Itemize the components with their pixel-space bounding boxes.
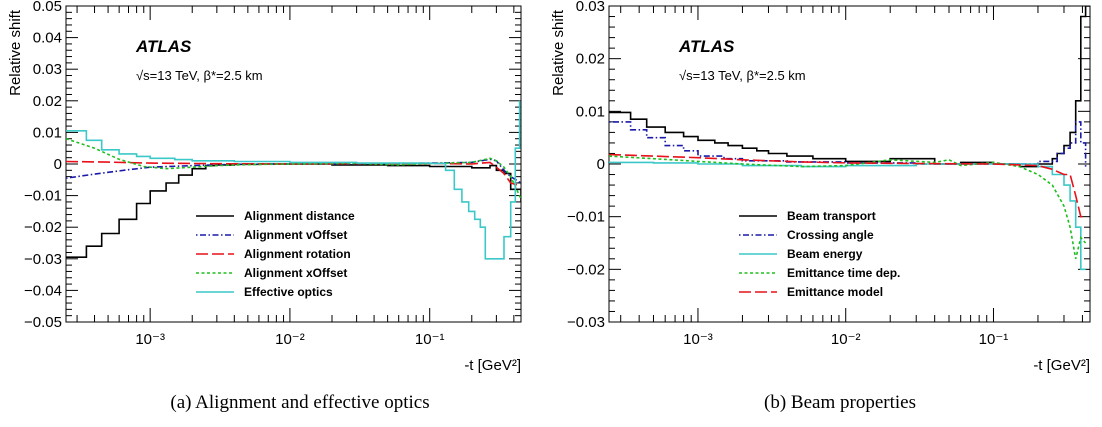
atlas-label: ATLAS <box>135 37 192 56</box>
y-tick-label: 0 <box>597 156 605 173</box>
x-tick-label: 10⁻³ <box>683 331 713 348</box>
legend-entry: Beam energy <box>787 247 863 261</box>
series-line-effective-optics <box>66 100 521 260</box>
x-axis-label: -t [GeV²] <box>464 357 521 374</box>
x-tick-label: 10⁻¹ <box>979 331 1009 348</box>
caption-a: (a) Alignment and effective optics <box>170 392 430 413</box>
legend: Beam transport Crossing angle Beam energy E… <box>739 209 900 299</box>
y-tick-label: 0.04 <box>33 30 62 47</box>
y-tick-label: −0.01 <box>567 209 605 226</box>
y-tick-label: 0.01 <box>33 124 62 141</box>
energy-label: √s=13 TeV, β*=2.5 km <box>679 68 806 83</box>
series-group <box>609 6 1090 271</box>
x-tick-label: 10⁻² <box>275 331 305 348</box>
series-line-alignment-voffset <box>66 158 521 184</box>
series-line-alignment-xoffset <box>66 137 521 200</box>
y-axis-label: Relative shift <box>7 9 24 96</box>
caption-b: (b) Beam properties <box>764 392 916 413</box>
x-tick-label: 10⁻³ <box>135 331 165 348</box>
y-tick-label: −0.05 <box>24 314 62 331</box>
series-line-crossing-angle <box>609 121 1087 167</box>
series-line-alignment-rotation <box>66 160 521 187</box>
atlas-label: ATLAS <box>678 37 735 56</box>
legend-entry: Beam transport <box>787 209 876 223</box>
y-axis-label: Relative shift <box>550 9 567 96</box>
y-tick-label: −0.03 <box>24 251 62 268</box>
chart-panel-0: −0.05 −0.04 −0.03 −0.02 −0.01 0 0.01 0.02 0.03 0.… <box>7 0 522 374</box>
legend-entry: Alignment rotation <box>244 247 351 261</box>
y-tick-label: −0.04 <box>24 282 62 299</box>
legend-entry: Alignment xOffset <box>244 266 347 280</box>
y-tick-label: 0 <box>54 156 62 173</box>
series-group <box>66 100 521 260</box>
energy-label: √s=13 TeV, β*=2.5 km <box>136 68 263 83</box>
y-tick-label: −0.03 <box>567 314 605 331</box>
y-tick-label: 0.01 <box>576 103 605 120</box>
chart-panel-1: −0.03 −0.02 −0.01 0 0.01 0.02 0.03 10⁻³ 10⁻² 10⁻¹… <box>550 0 1091 374</box>
x-tick-label: 10⁻¹ <box>415 331 445 348</box>
series-line-emittance-model <box>609 153 1086 218</box>
figure-svg: −0.05 −0.04 −0.03 −0.02 −0.01 0 0.01 0.02 0.03 0.… <box>7 0 1091 374</box>
y-tick-label: 0.03 <box>33 61 62 78</box>
legend-entry: Emittance time dep. <box>787 266 900 280</box>
y-tick-label: −0.02 <box>24 219 62 236</box>
y-tick-label: 0.05 <box>33 0 62 15</box>
legend-entry: Alignment distance <box>244 209 355 223</box>
x-axis-label: -t [GeV²] <box>1033 357 1090 374</box>
legend-entry: Crossing angle <box>787 228 874 242</box>
series-line-beam-transport <box>609 6 1090 168</box>
series-line-emittance-time-dep- <box>609 155 1087 259</box>
y-tick-label: −0.02 <box>567 261 605 278</box>
legend-entry: Effective optics <box>244 285 333 299</box>
legend-entry: Alignment vOffset <box>244 228 347 242</box>
y-tick-label: 0.03 <box>576 0 605 15</box>
legend: Alignment distance Alignment vOffset Align… <box>196 209 355 299</box>
y-tick-label: −0.01 <box>24 188 62 205</box>
legend-entry: Emittance model <box>787 285 883 299</box>
y-tick-label: 0.02 <box>33 93 62 110</box>
x-tick-label: 10⁻² <box>831 331 861 348</box>
y-tick-label: 0.02 <box>576 51 605 68</box>
